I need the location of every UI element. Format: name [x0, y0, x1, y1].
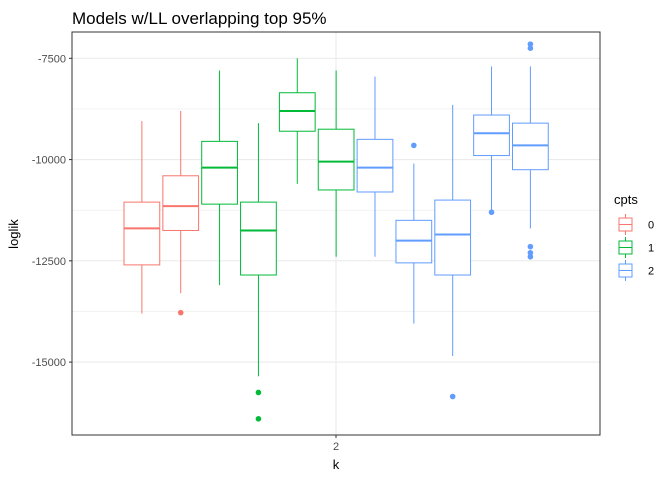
- outlier-point: [488, 209, 495, 216]
- box-body: [395, 219, 433, 264]
- box-11: [512, 41, 549, 260]
- legend-label: 0: [648, 220, 654, 232]
- box-body: [278, 92, 316, 132]
- outlier-point: [527, 45, 534, 52]
- outlier-point: [527, 249, 534, 256]
- legend-title: cpts: [614, 192, 638, 207]
- legend-item-0: 0: [614, 213, 654, 236]
- box-body: [356, 138, 394, 193]
- box-7: [356, 76, 394, 257]
- box-body: [240, 201, 277, 276]
- outlier-point: [527, 243, 534, 250]
- outlier-point: [255, 389, 262, 396]
- x-axis-title: k: [333, 457, 340, 472]
- y-tick-label: -7500: [38, 53, 66, 65]
- box-4: [240, 123, 277, 422]
- x-tick-label: 2: [333, 441, 339, 453]
- outlier-point: [411, 142, 417, 149]
- box-body: [162, 175, 200, 231]
- box-5: [278, 58, 316, 184]
- box-6: [317, 70, 355, 257]
- box-1: [123, 121, 161, 314]
- box-body: [123, 201, 161, 266]
- box-body: [512, 122, 549, 171]
- box-10: [473, 66, 510, 216]
- box-2: [162, 110, 200, 316]
- legend: cpts 0 1 2: [614, 192, 654, 282]
- legend-item-1: 1: [614, 236, 654, 259]
- outlier-point: [255, 415, 262, 422]
- outlier-point: [177, 309, 184, 316]
- legend-item-2: 2: [614, 259, 654, 282]
- box-9: [434, 104, 472, 400]
- y-axis: -7500 -10000 -12500 -15000: [32, 53, 72, 369]
- outlier-point: [449, 393, 456, 400]
- legend-label: 1: [648, 243, 654, 255]
- chart-title: Models w/LL overlapping top 95%: [72, 9, 327, 28]
- box-body: [201, 140, 238, 205]
- box-body: [317, 128, 355, 191]
- box-body: [434, 199, 472, 276]
- boxplot-series: [123, 41, 549, 422]
- box-3: [201, 70, 238, 286]
- outlier-point: [527, 41, 534, 47]
- y-tick-label: -12500: [32, 256, 66, 268]
- y-axis-title: loglik: [6, 219, 21, 249]
- x-axis: 2: [333, 435, 339, 453]
- y-tick-label: -15000: [32, 357, 66, 369]
- legend-label: 2: [648, 266, 654, 278]
- outlier-point: [527, 253, 534, 260]
- box-8: [395, 142, 433, 324]
- box-body: [473, 114, 510, 157]
- y-tick-label: -10000: [32, 155, 66, 167]
